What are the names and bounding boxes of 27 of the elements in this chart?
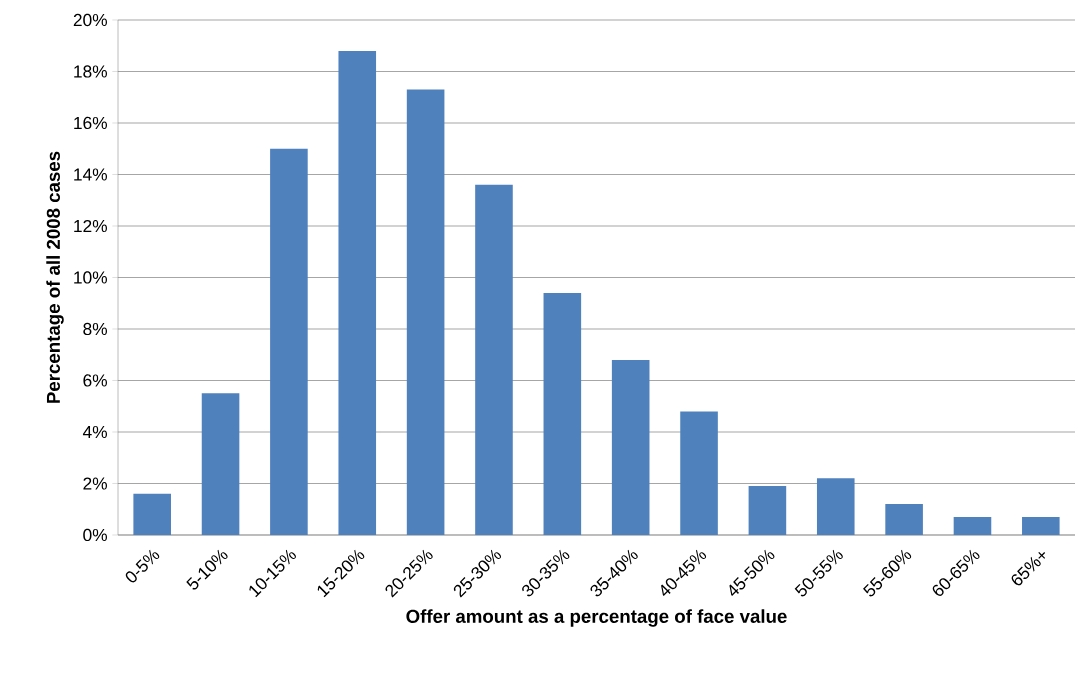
bar xyxy=(475,184,513,535)
y-tick-label: 0% xyxy=(83,528,107,542)
bar xyxy=(270,148,308,535)
y-tick-label: 2% xyxy=(83,477,107,490)
bar xyxy=(611,359,650,535)
bar xyxy=(885,504,923,535)
y-tick-label: 8% xyxy=(83,322,107,336)
y-tick-label: 20% xyxy=(73,13,107,27)
y-tick-label: 16% xyxy=(74,116,107,130)
bar xyxy=(1022,516,1060,535)
bar xyxy=(406,89,445,535)
bar xyxy=(133,493,171,535)
bar xyxy=(748,486,787,535)
bar xyxy=(953,516,992,535)
bar xyxy=(680,411,718,535)
bar xyxy=(816,478,855,535)
y-axis-title: Percentage of all 2008 cases xyxy=(46,151,64,403)
x-axis-title: Offer amount as a percentage of face value xyxy=(406,609,787,627)
bar xyxy=(201,393,240,535)
y-tick-label: 10% xyxy=(74,271,107,284)
y-tick-label: 6% xyxy=(83,374,107,387)
bar xyxy=(338,50,377,535)
bar xyxy=(543,292,582,535)
y-tick-label: 14% xyxy=(74,168,107,181)
y-tick-label: 12% xyxy=(74,219,107,233)
y-tick-label: 18% xyxy=(74,65,107,78)
y-tick-label: 4% xyxy=(82,425,107,439)
